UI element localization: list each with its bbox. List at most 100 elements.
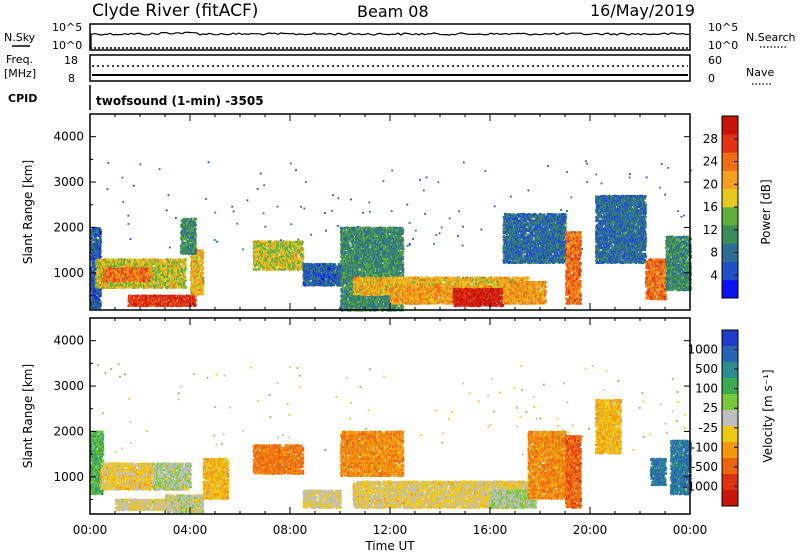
data-cell: [173, 277, 176, 281]
data-cell: [192, 238, 195, 241]
data-cell: [121, 263, 124, 266]
data-cell: [90, 231, 93, 234]
data-cell: [98, 275, 102, 279]
data-cell: [180, 295, 183, 298]
data-cell: [106, 258, 110, 261]
data-cell: [270, 247, 274, 250]
data-cell: [90, 267, 93, 270]
data-cell: [155, 263, 158, 266]
data-cell: [202, 292, 205, 296]
data-cell: [105, 284, 108, 287]
data-cell: [152, 273, 155, 276]
data-cell: [197, 272, 200, 276]
data-cell: [181, 237, 185, 241]
data-cell: [136, 302, 139, 305]
data-cell: [104, 275, 107, 278]
data-cell: [91, 237, 94, 240]
data-cell: [177, 282, 180, 285]
data-cell: [173, 258, 176, 262]
data-cell: [157, 296, 160, 299]
data-cell: [178, 269, 182, 272]
data-cell: [147, 294, 150, 298]
data-cell: [129, 284, 132, 287]
data-cell: [194, 227, 197, 231]
data-cell: [137, 275, 140, 278]
data-cell: [196, 251, 199, 255]
data-cell: [97, 247, 100, 250]
data-cell: [105, 275, 109, 278]
data-cell: [93, 263, 96, 266]
data-cell: [326, 263, 329, 266]
data-cell: [102, 286, 105, 289]
data-cell: [99, 255, 102, 259]
data-cell: [193, 293, 196, 296]
data-cell: [125, 282, 128, 285]
data-cell: [164, 258, 167, 261]
data-cell: [95, 273, 99, 276]
data-cell: [196, 268, 199, 271]
data-cell: [122, 269, 125, 273]
data-cell: [193, 290, 196, 294]
data-cell: [94, 243, 97, 246]
data-cell: [155, 258, 158, 261]
data-cell: [175, 301, 178, 304]
data-cell: [190, 243, 193, 247]
data-cell: [183, 235, 187, 239]
data-cell: [148, 265, 151, 268]
data-cell: [143, 267, 146, 271]
data-cell: [99, 304, 102, 307]
data-cell: [170, 263, 173, 266]
data-cell: [254, 257, 257, 261]
data-cell: [158, 259, 161, 262]
data-cell: [130, 295, 133, 298]
data-cell: [193, 220, 197, 223]
data-cell: [97, 292, 100, 295]
data-cell: [98, 253, 102, 256]
data-cell: [160, 304, 163, 307]
data-cell: [135, 302, 138, 306]
data-cell: [97, 249, 100, 253]
data-cell: [167, 296, 170, 299]
data-cell: [165, 273, 168, 276]
data-cell: [135, 267, 138, 270]
data-cell: [142, 281, 145, 284]
data-cell: [119, 264, 122, 268]
data-cell: [285, 244, 288, 247]
data-cell: [149, 296, 152, 300]
data-cell: [197, 270, 200, 273]
data-cell: [94, 249, 97, 252]
data-cell: [92, 251, 95, 255]
data-cell: [194, 253, 197, 257]
freq-unit: [MHz]: [4, 67, 36, 80]
data-cell: [189, 237, 192, 241]
data-cell: [135, 284, 138, 287]
data-cell: [90, 298, 93, 301]
data-cell: [184, 267, 187, 270]
data-cell: [167, 304, 170, 307]
data-cell: [115, 279, 119, 282]
data-cell: [182, 234, 185, 237]
data-cell: [92, 253, 95, 257]
data-cell: [194, 250, 197, 253]
data-cell: [181, 302, 184, 306]
data-cell: [128, 269, 131, 273]
data-cell: [97, 277, 100, 280]
data-cell: [357, 270, 360, 273]
data-cell: [97, 302, 100, 305]
data-cell: [116, 283, 119, 286]
data-cell: [143, 294, 146, 298]
data-cell: [152, 304, 155, 307]
data-cell: [92, 279, 95, 283]
data-cell: [130, 275, 133, 279]
data-cell: [185, 239, 188, 243]
data-cell: [129, 262, 132, 266]
data-cell: [190, 228, 193, 231]
data-cell: [161, 285, 165, 289]
data-cell: [161, 263, 164, 266]
data-cell: [184, 277, 187, 280]
data-cell: [182, 286, 185, 289]
data-cell: [185, 232, 188, 235]
data-cell: [252, 253, 255, 257]
data-cell: [163, 280, 166, 283]
data-cell: [191, 276, 194, 279]
